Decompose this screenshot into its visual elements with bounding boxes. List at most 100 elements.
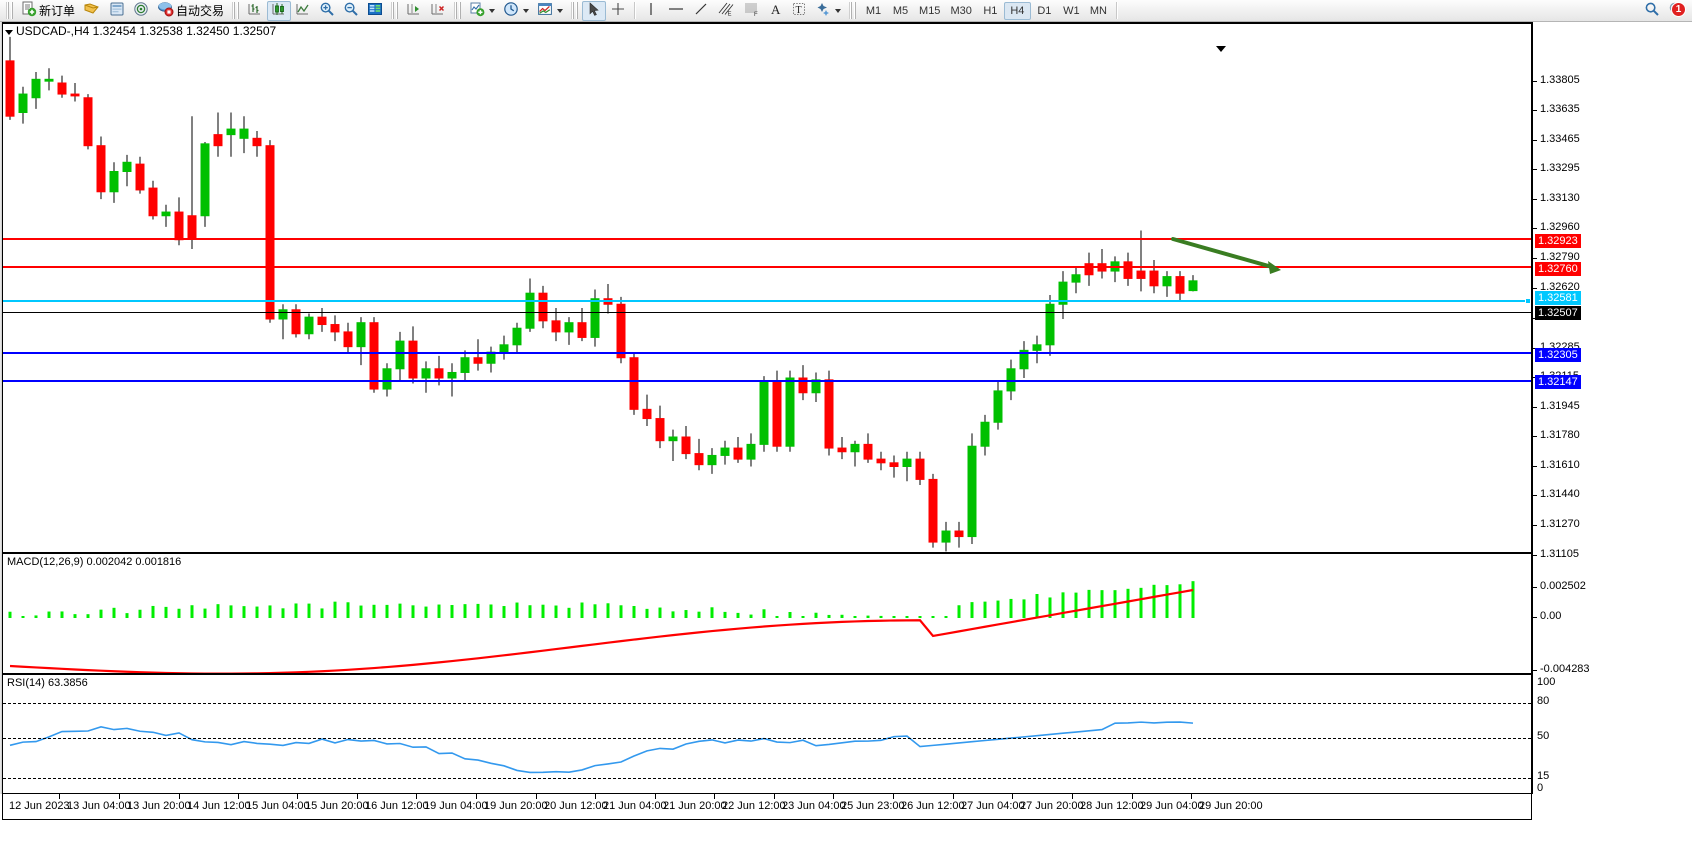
svg-text:E: E: [728, 12, 732, 18]
toolbar-grip[interactable]: [6, 2, 13, 19]
rsi-panel[interactable]: RSI(14) 63.3856: [2, 674, 1532, 794]
shapes-tool-button[interactable]: [811, 1, 845, 21]
trend-arrow[interactable]: [3, 24, 1531, 552]
vertical-line-tool-button[interactable]: [639, 1, 663, 21]
support-line-1[interactable]: [3, 352, 1531, 354]
price-tick-label: 1.33295: [1540, 162, 1580, 174]
bid-price-label[interactable]: 1.32581: [1535, 291, 1581, 305]
new-order-button[interactable]: 新订单: [17, 1, 79, 21]
svg-text:F: F: [754, 12, 758, 17]
search-icon: [1644, 1, 1660, 20]
price-tick-label: 1.31780: [1540, 429, 1580, 441]
time-tick-label: 21 Jun 04:00: [603, 800, 667, 812]
macd-panel[interactable]: MACD(12,26,9) 0.002042 0.001816: [2, 553, 1532, 674]
chevron-down-icon-3[interactable]: [557, 8, 564, 13]
bid-line-handle[interactable]: [1525, 298, 1531, 304]
time-tick-mark: [1132, 794, 1133, 799]
bar-chart-button[interactable]: [243, 1, 267, 21]
ask-line[interactable]: [3, 312, 1531, 313]
time-scale[interactable]: 12 Jun 2023 13 Jun 04:00 13 Jun 20:00 14 Ju…: [2, 794, 1532, 820]
auto-trading-button[interactable]: 自动交易: [153, 1, 228, 21]
time-tick-mark: [357, 794, 358, 799]
toolbar-separator-2: [1115, 2, 1117, 19]
time-tick-mark: [536, 794, 537, 799]
new-order-icon: [21, 1, 37, 20]
resistance-label-2[interactable]: 1.32760: [1535, 262, 1581, 276]
time-tick-label: 26 Jun 12:00: [901, 800, 965, 812]
timeframe-h1[interactable]: H1: [983, 4, 998, 17]
text-tool-button[interactable]: A: [765, 1, 787, 21]
label-tool-button[interactable]: T: [787, 1, 811, 21]
macd-series: [8, 581, 1195, 673]
rsi-level-50: [3, 738, 1531, 739]
fibonacci-tool-button[interactable]: F: [739, 1, 765, 21]
timeframe-m1[interactable]: M1: [865, 4, 882, 17]
chart-shift-icon: [406, 1, 422, 20]
trendline-tool-button[interactable]: [689, 1, 713, 21]
autotrade-icon: [157, 1, 174, 20]
ask-price-label[interactable]: 1.32507: [1535, 306, 1581, 320]
candlestick-chart-button[interactable]: [267, 0, 292, 21]
chevron-down-icon[interactable]: [489, 8, 496, 13]
resistance-label-1[interactable]: 1.32923: [1535, 234, 1581, 248]
time-tick-label: 15 Jun 04:00: [246, 800, 310, 812]
price-scale[interactable]: 1.33805 1.33635 1.33465 1.33295 1.33130 1.329…: [1532, 22, 1692, 794]
resistance-line-2[interactable]: [3, 266, 1531, 268]
indicators-button[interactable]: [465, 1, 499, 21]
zoom-out-button[interactable]: [339, 1, 363, 21]
crosshair-tool-button[interactable]: [606, 1, 630, 21]
support-label-1[interactable]: 1.32305: [1535, 348, 1581, 362]
timeframe-mn[interactable]: MN: [1089, 4, 1107, 17]
price-tick-label: 1.32620: [1540, 281, 1580, 293]
price-panel[interactable]: [2, 22, 1532, 553]
zoom-in-button[interactable]: [315, 1, 339, 21]
chart-area[interactable]: USDCAD-,H4 1.32454 1.32538 1.32450 1.325…: [0, 22, 1692, 846]
time-tick-label: 21 Jun 20:00: [663, 800, 727, 812]
price-tick-label: 1.33465: [1540, 133, 1580, 145]
toolbar-grip-2[interactable]: [232, 2, 240, 19]
support-line-2[interactable]: [3, 380, 1531, 382]
bid-line[interactable]: [3, 300, 1531, 302]
time-tick-label: 12 Jun 2023: [9, 800, 70, 812]
data-window-button[interactable]: [105, 1, 129, 21]
macd-panel-inner: MACD(12,26,9) 0.002042 0.001816: [3, 554, 1531, 673]
chart-menu-arrow-icon[interactable]: [5, 30, 13, 35]
timeframe-d1[interactable]: D1: [1037, 4, 1052, 17]
chevron-down-icon-2[interactable]: [523, 8, 530, 13]
search-button[interactable]: [1640, 1, 1664, 21]
navigator-button[interactable]: [129, 1, 153, 21]
time-tick-label: 29 Jun 04:00: [1140, 800, 1204, 812]
templates-button[interactable]: [533, 1, 567, 21]
line-chart-button[interactable]: [291, 1, 315, 21]
periods-button[interactable]: [499, 1, 533, 21]
rsi-tick-label: 15: [1537, 770, 1550, 782]
toolbar-grip-3[interactable]: [391, 2, 399, 19]
expert-advisors-button[interactable]: [79, 1, 105, 21]
equidistant-channel-tool-button[interactable]: E: [713, 1, 739, 21]
timeframe-m30[interactable]: M30: [950, 4, 972, 17]
clock-icon: [503, 1, 519, 20]
chart-shift-button[interactable]: [402, 1, 426, 21]
timeframe-w1[interactable]: W1: [1063, 4, 1080, 17]
alerts-count-badge: 1: [1671, 1, 1686, 17]
alerts-button[interactable]: 1: [1664, 1, 1690, 21]
horizontal-line-tool-button[interactable]: [663, 1, 689, 21]
templates-icon: [537, 1, 553, 20]
time-tick-label: 29 Jun 20:00: [1199, 800, 1263, 812]
tile-windows-button[interactable]: [363, 1, 387, 21]
cursor-tool-button[interactable]: [582, 0, 607, 21]
toolbar-grip-6[interactable]: [849, 2, 857, 19]
chevron-down-icon-4[interactable]: [835, 8, 842, 13]
time-tick-mark: [953, 794, 954, 799]
timeframe-m5[interactable]: M5: [892, 4, 909, 17]
chart-autoscroll-button[interactable]: [426, 1, 450, 21]
trendline-icon: [693, 1, 709, 20]
timeframe-h4[interactable]: H4: [1003, 1, 1031, 20]
support-label-2[interactable]: 1.32147: [1535, 375, 1581, 389]
chart-top-marker-icon: [1216, 46, 1226, 52]
timeframe-m15[interactable]: M15: [919, 4, 941, 17]
toolbar-grip-4[interactable]: [454, 2, 462, 19]
resistance-line-1[interactable]: [3, 238, 1531, 240]
indicator-add-icon: [469, 1, 485, 20]
toolbar-grip-5[interactable]: [571, 2, 579, 19]
